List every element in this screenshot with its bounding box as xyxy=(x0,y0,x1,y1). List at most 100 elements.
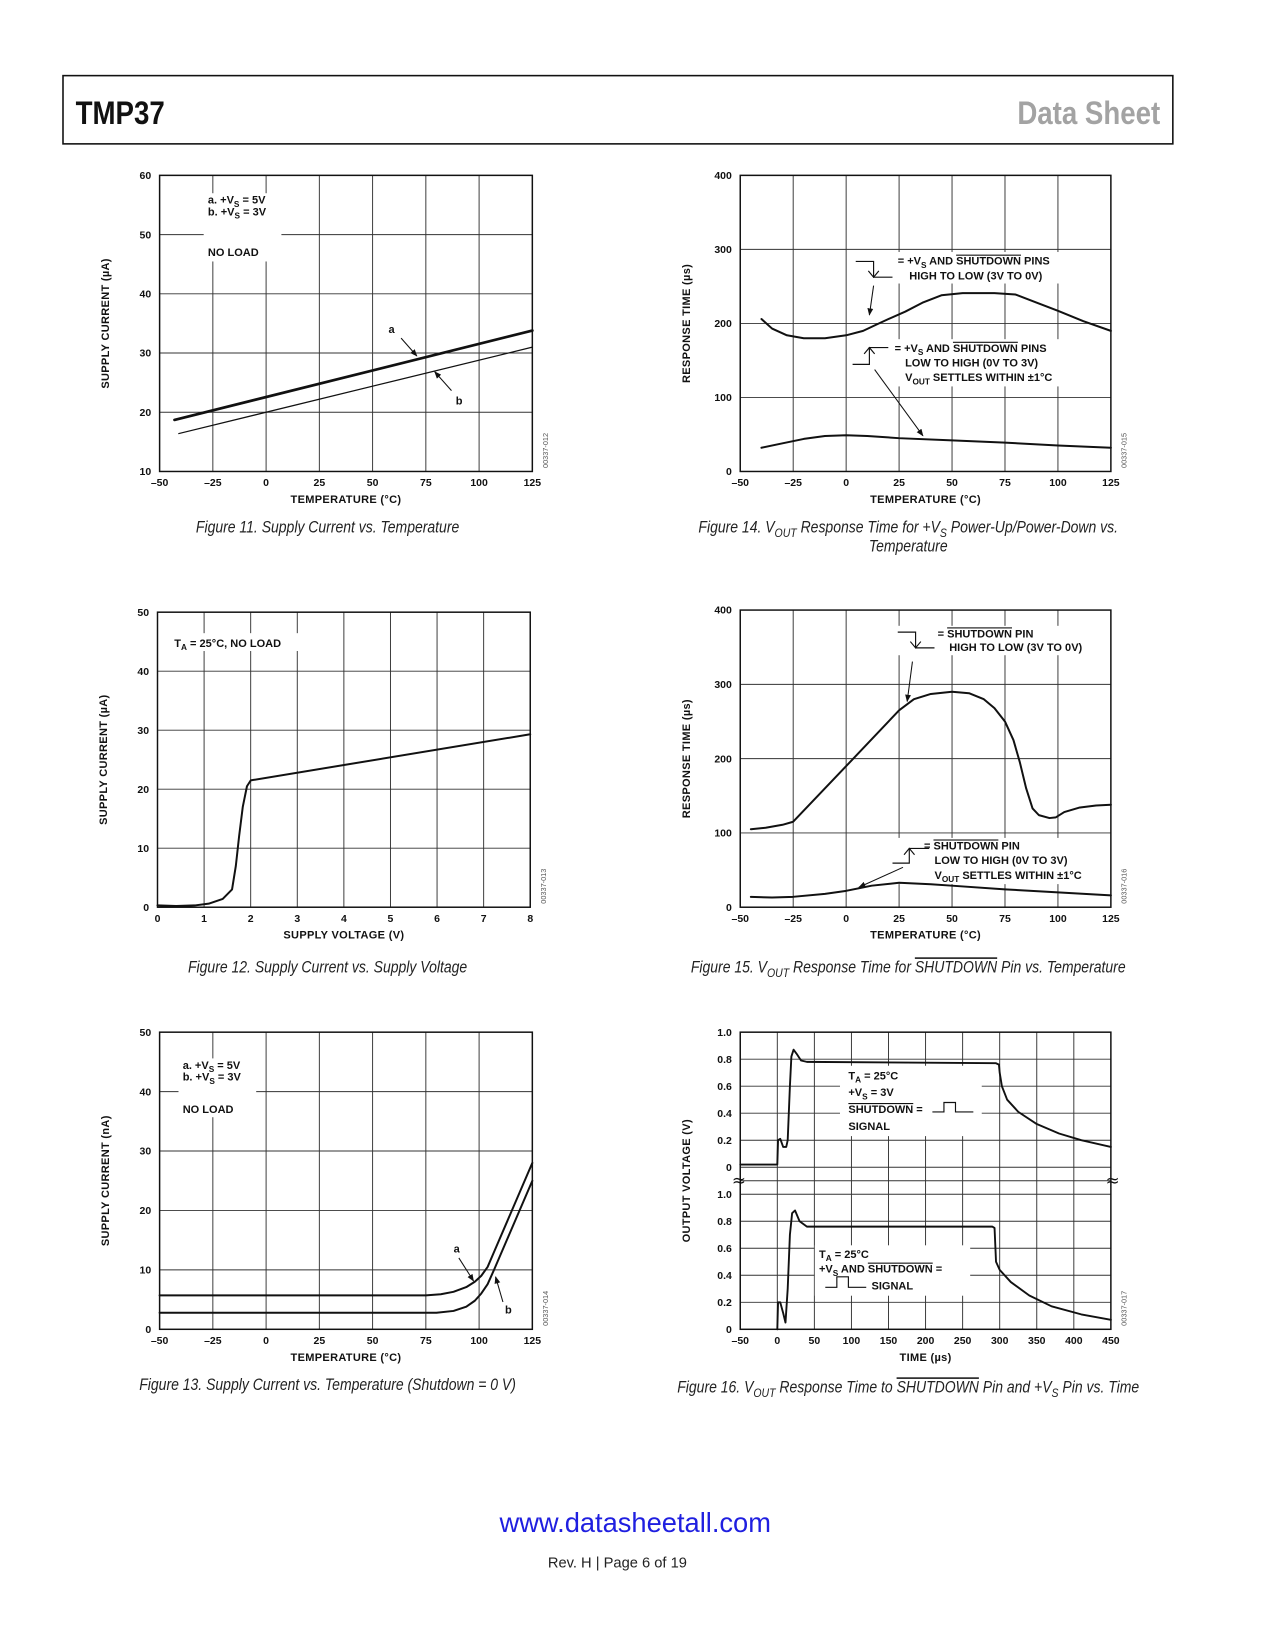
plot-frame xyxy=(739,609,1112,908)
annotation-text: SHUTDOWN = xyxy=(848,1104,922,1116)
figure-caption-line: Figure 12. Supply Current vs. Supply Vol… xyxy=(188,958,467,976)
figure-16-response-time-vs-time: –50 0 50 100 150 200 250 300 350 400 45000.20.40.6… xyxy=(677,1028,1139,1401)
x-tick-label: 25 xyxy=(893,914,905,925)
annotation-text: NO LOAD xyxy=(208,247,259,259)
annotation-text: +VS AND SHUTDOWN = xyxy=(819,1264,942,1278)
series-line-vs-and-shutdown-signal xyxy=(776,1209,1112,1331)
y-tick-label: 20 xyxy=(140,408,152,419)
y-tick-label: 30 xyxy=(140,1147,152,1158)
figure-id: 00337-013 xyxy=(539,869,548,904)
product-title: TMP37 xyxy=(76,96,165,132)
website-link[interactable]: www.datasheetall.com xyxy=(499,1507,771,1538)
x-tick-label: 250 xyxy=(954,1336,972,1347)
x-tick-label: 350 xyxy=(1028,1336,1046,1347)
y-tick-label: 0.4 xyxy=(717,1109,732,1120)
figure-caption-line: Figure 16. VOUT Response Time to SHUTDOW… xyxy=(677,1378,1139,1400)
series-label: b xyxy=(456,395,463,407)
x-tick-label: 25 xyxy=(314,478,326,489)
signal-step-down-icon xyxy=(855,260,893,278)
x-tick-label: 2 xyxy=(248,914,254,925)
figure-caption-line: Temperature xyxy=(869,537,948,555)
annotation-background xyxy=(170,633,301,652)
y-tick-label: 400 xyxy=(714,606,732,617)
series-line-shutdown-signal xyxy=(739,1048,1112,1166)
page-footer: www.datasheetall.com Rev. H | Page 6 of … xyxy=(499,1507,771,1572)
series-line-low-to-high xyxy=(760,434,1112,449)
y-tick-label: 1.0 xyxy=(717,1190,732,1201)
figure-11-supply-current-vs-temperature: –50 –25 0 25 50 75 100 125 10 20 30 40 50 60 TEMPERATU… xyxy=(100,171,550,537)
pointer-arrow xyxy=(867,285,875,316)
x-tick-label: 0 xyxy=(843,914,849,925)
annotation-text: = +VS AND SHUTDOWN PINS xyxy=(898,256,1050,270)
annotation-text: VOUT SETTLES WITHIN ±1°C xyxy=(934,870,1081,884)
pointer-arrow xyxy=(494,1276,504,1303)
annotation-text: a. +VS = 5V xyxy=(183,1060,241,1074)
annotation-text: TA = 25°C xyxy=(819,1249,869,1263)
y-tick-label: 10 xyxy=(140,467,152,478)
x-tick-label: 125 xyxy=(1102,914,1120,925)
pointer-arrow xyxy=(874,369,924,437)
y-tick-label: 30 xyxy=(137,726,149,737)
x-tick-label: 8 xyxy=(527,914,533,925)
x-tick-label: –50 xyxy=(731,1336,749,1347)
x-tick-label: 50 xyxy=(946,914,958,925)
annotation-background xyxy=(178,1058,257,1118)
y-tick-label: 1.0 xyxy=(717,1028,732,1039)
series-line-b xyxy=(178,346,533,435)
x-axis-label: TEMPERATURE (°C) xyxy=(870,494,981,506)
x-tick-label: 75 xyxy=(420,478,432,489)
x-tick-label: 7 xyxy=(481,914,487,925)
series-line-low-to-high xyxy=(749,881,1112,899)
y-axis-label: SUPPLY CURRENT (µA) xyxy=(100,258,112,388)
x-tick-label: 75 xyxy=(420,1336,432,1347)
annotation-text: HIGH TO LOW (3V TO 0V) xyxy=(949,642,1082,654)
y-tick-label: 50 xyxy=(140,230,152,241)
x-tick-label: 25 xyxy=(314,1336,326,1347)
shutdown-pulse-icon xyxy=(932,1101,974,1113)
y-tick-label: 300 xyxy=(714,680,732,691)
annotation-text: VOUT SETTLES WITHIN ±1°C xyxy=(905,372,1052,386)
y-tick-label: 50 xyxy=(140,1028,152,1039)
series-line-supply-current xyxy=(156,733,532,908)
x-tick-label: 50 xyxy=(946,478,958,489)
y-tick-label: 100 xyxy=(714,829,732,840)
y-tick-label: 0 xyxy=(726,903,732,914)
annotation-background xyxy=(839,1065,982,1137)
x-tick-label: 125 xyxy=(1102,478,1120,489)
arrow-up-icon xyxy=(903,847,915,856)
x-axis-label: TEMPERATURE (°C) xyxy=(291,1352,402,1364)
annotation-background xyxy=(203,193,282,262)
x-tick-label: 100 xyxy=(1049,914,1067,925)
annotation-text: = SHUTDOWN PIN xyxy=(938,628,1034,640)
pointer-arrow xyxy=(434,371,452,391)
figure-caption: Figure 12. Supply Current vs. Supply Vol… xyxy=(188,958,467,976)
figure-14-response-time-power: –50 –25 0 25 50 75 100 125 0 100 200 300 400 TEMPERAT… xyxy=(681,171,1129,556)
figure-12-supply-current-vs-voltage: 0 1 2 3 4 5 6 7 8 0 10 20 30 40 50 SUPPLY VOLTAGE (V) SU… xyxy=(98,608,548,977)
arrow-down-icon xyxy=(909,641,922,649)
annotation-text: TA = 25°C, NO LOAD xyxy=(174,638,281,652)
y-tick-label: 0.8 xyxy=(717,1217,732,1228)
annotation-text: TA = 25°C xyxy=(848,1070,898,1084)
annotation-text: LOW TO HIGH (0V TO 3V) xyxy=(934,855,1067,867)
y-tick-label: 0.6 xyxy=(717,1244,732,1255)
series-line-a xyxy=(173,329,534,422)
axis-break-icon: ≈ xyxy=(732,1170,746,1190)
y-tick-label: 40 xyxy=(137,667,149,678)
x-tick-label: 0 xyxy=(263,1336,269,1347)
arrow-up-icon xyxy=(863,346,876,355)
annotation-text: LOW TO HIGH (0V TO 3V) xyxy=(905,357,1038,369)
y-tick-label: 0 xyxy=(726,1163,732,1174)
x-tick-label: 100 xyxy=(470,1336,488,1347)
x-tick-label: 0 xyxy=(263,478,269,489)
y-tick-label: 30 xyxy=(140,349,152,360)
annotation-text: HIGH TO LOW (3V TO 0V) xyxy=(909,270,1042,282)
plot-frame xyxy=(158,174,534,473)
annotation-text: b. +VS = 3V xyxy=(183,1071,242,1085)
figure-caption-line: Figure 13. Supply Current vs. Temperatur… xyxy=(139,1376,516,1394)
annotation-text: +VS = 3V xyxy=(848,1087,894,1101)
x-tick-label: 125 xyxy=(524,1336,542,1347)
figure-caption: Figure 13. Supply Current vs. Temperatur… xyxy=(139,1376,516,1394)
signal-step-up-icon xyxy=(852,346,889,365)
x-tick-label: 400 xyxy=(1065,1336,1083,1347)
